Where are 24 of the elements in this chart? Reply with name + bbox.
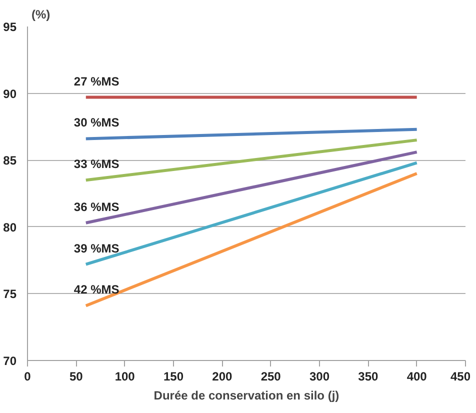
x-tick-label: 150 bbox=[163, 370, 184, 384]
x-tick-label: 450 bbox=[450, 370, 471, 384]
y-tick-label: 90 bbox=[3, 86, 17, 101]
x-tick-label: 200 bbox=[212, 370, 233, 384]
series-label: 36 %MS bbox=[74, 200, 120, 214]
y-tick-label: 70 bbox=[3, 354, 17, 368]
y-axis-title: (%) bbox=[32, 8, 50, 22]
y-tick-label: 80 bbox=[3, 220, 17, 234]
x-tick-label: 50 bbox=[69, 370, 84, 384]
y-tick-label: 95 bbox=[3, 20, 17, 34]
x-tick-label: 250 bbox=[260, 370, 282, 384]
x-axis-title: Durée de conservation en silo (j) bbox=[154, 388, 340, 402]
series-label: 30 %MS bbox=[74, 116, 120, 130]
series-label: 42 %MS bbox=[74, 282, 120, 297]
series-label: 33 %MS bbox=[74, 157, 120, 172]
x-tick-label: 100 bbox=[114, 370, 136, 384]
series-label: 27 %MS bbox=[74, 74, 120, 88]
series-label: 39 %MS bbox=[74, 241, 120, 256]
x-tick-label: 0 bbox=[24, 370, 32, 384]
y-tick-label: 75 bbox=[3, 287, 17, 302]
y-tick-label: 85 bbox=[3, 154, 17, 168]
x-tick-label: 400 bbox=[406, 370, 428, 384]
x-tick-label: 350 bbox=[358, 370, 379, 384]
x-tick-label: 300 bbox=[309, 370, 330, 384]
